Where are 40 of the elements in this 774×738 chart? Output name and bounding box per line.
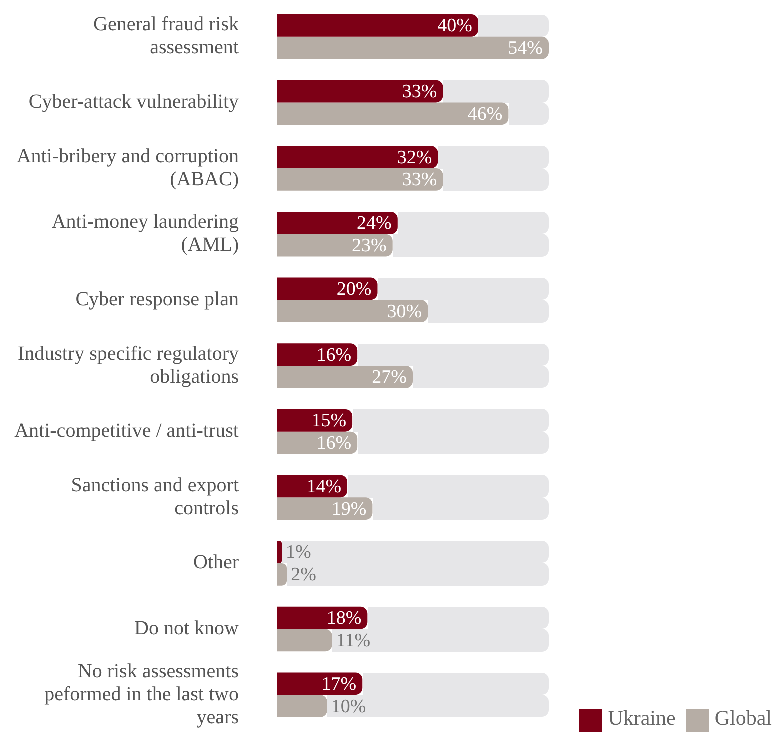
y-tick-label: Other: [193, 552, 240, 574]
bar: [277, 629, 332, 652]
data-label: 40%: [438, 16, 473, 37]
data-label: 19%: [332, 498, 367, 520]
data-label: 14%: [306, 476, 342, 498]
data-label: 17%: [322, 674, 357, 695]
data-label: 32%: [397, 147, 432, 168]
y-tick-label: Cyber response plan: [76, 288, 239, 310]
data-label: 33%: [402, 82, 438, 103]
data-label: 18%: [326, 608, 362, 630]
data-label: 11%: [336, 630, 371, 652]
data-label: 46%: [468, 104, 503, 125]
data-label: 24%: [357, 213, 392, 234]
legend-label: Global: [714, 706, 772, 732]
y-tick-label: Sanctions and export controls: [71, 474, 240, 520]
bar: [277, 695, 328, 718]
data-label: 16%: [316, 344, 352, 366]
y-tick-label: General fraud risk assessment: [94, 14, 240, 59]
y-tick-label: No risk assessments peformed in the last two years: [44, 660, 240, 728]
y-tick-label: Anti-competitive / anti-trust: [14, 420, 240, 442]
data-label: 2%: [291, 564, 317, 586]
bar: [277, 563, 288, 586]
y-tick-label: Industry specific regulatory obligations: [18, 342, 240, 388]
data-label: 30%: [387, 301, 422, 322]
bar: [277, 36, 549, 60]
data-label: 16%: [316, 432, 352, 454]
y-tick-label: Do not know: [134, 618, 240, 640]
y-tick-label: Anti-bribery and corruption (ABAC): [16, 145, 239, 190]
y-tick-label: Cyber-attack vulnerability: [28, 90, 239, 113]
data-label: 1%: [286, 542, 312, 564]
data-label: 33%: [402, 170, 438, 191]
data-label: 23%: [352, 236, 388, 257]
legend-label: Ukraine: [607, 706, 676, 732]
bar: [277, 541, 282, 564]
data-label: 27%: [372, 367, 408, 388]
y-tick-label: Anti-money laundering (AML): [52, 211, 239, 256]
data-label: 10%: [331, 696, 366, 718]
data-label: 15%: [312, 410, 347, 432]
data-label: 54%: [508, 38, 544, 60]
data-label: 20%: [336, 278, 372, 300]
